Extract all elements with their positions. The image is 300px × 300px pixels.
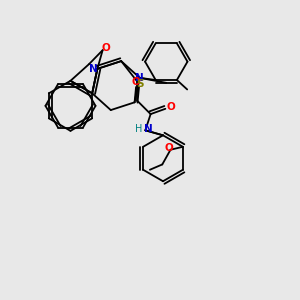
Text: N: N — [135, 73, 144, 83]
Text: H: H — [135, 124, 142, 134]
Text: O: O — [166, 102, 175, 112]
Text: O: O — [132, 77, 140, 87]
Text: S: S — [136, 79, 143, 89]
Text: N: N — [145, 124, 153, 134]
Text: O: O — [102, 43, 110, 53]
Text: O: O — [165, 143, 173, 153]
Text: N: N — [88, 64, 97, 74]
